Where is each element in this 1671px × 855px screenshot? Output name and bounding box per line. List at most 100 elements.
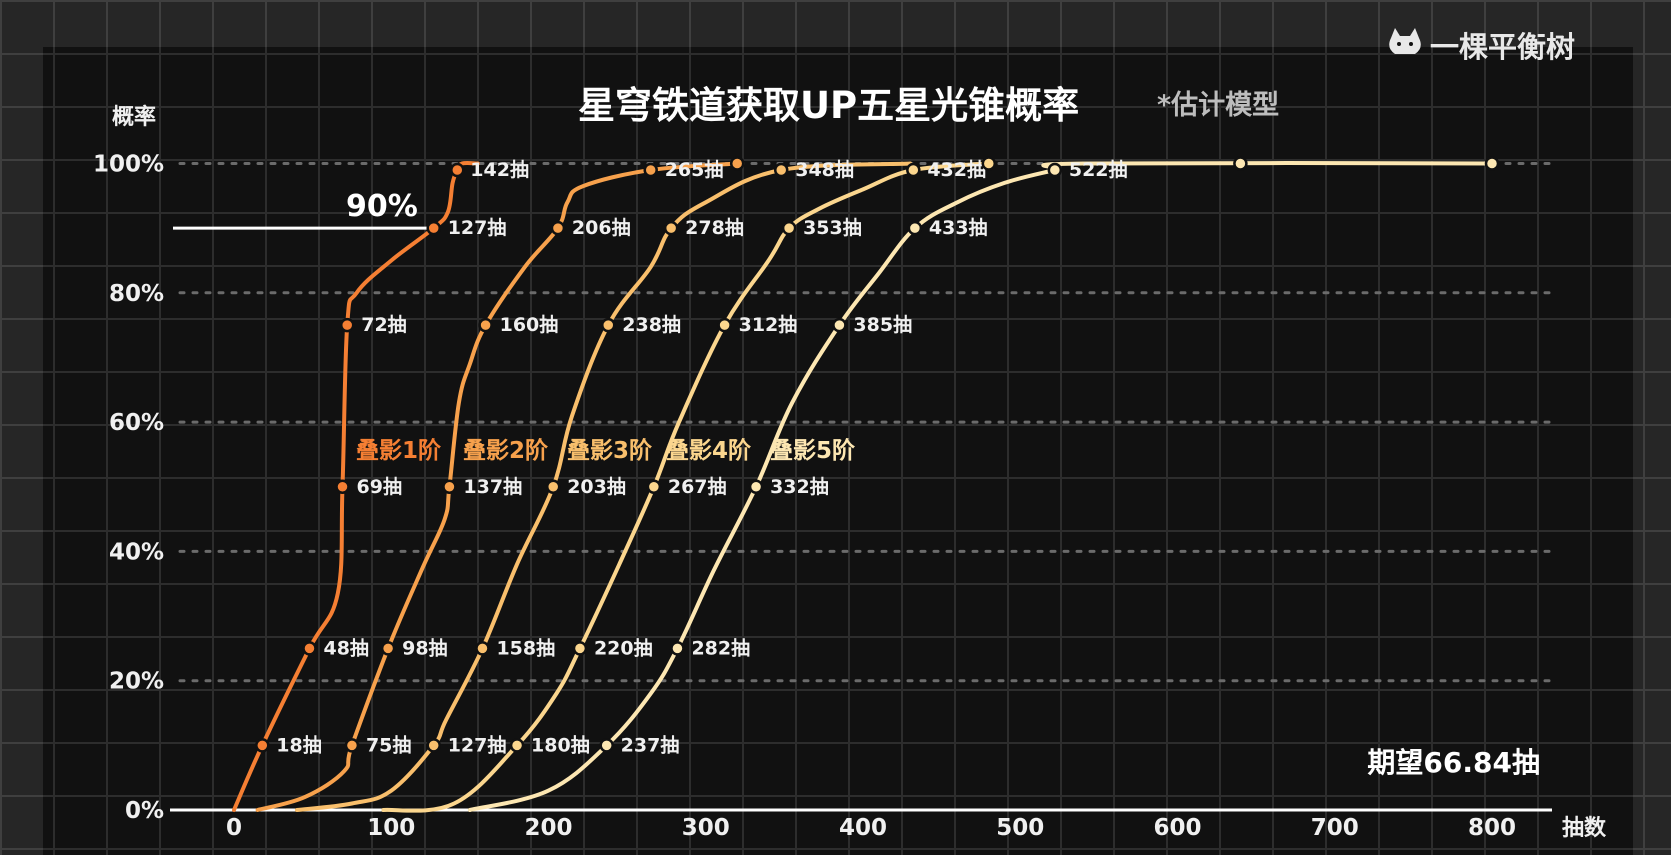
data-point-label: 348抽 bbox=[795, 158, 854, 181]
data-point-label: 433抽 bbox=[929, 216, 988, 239]
data-point bbox=[832, 317, 847, 333]
data-point-label: 265抽 bbox=[665, 158, 724, 181]
x-tick-label: 0 bbox=[226, 815, 242, 841]
series-label-1: 叠影1阶 bbox=[356, 437, 441, 464]
data-point bbox=[729, 156, 745, 171]
data-point bbox=[478, 317, 493, 333]
chart-subtitle: *估计模型 bbox=[1157, 90, 1279, 121]
data-point bbox=[426, 220, 441, 236]
chart-panel bbox=[43, 47, 1633, 855]
data-point bbox=[380, 641, 396, 656]
data-point bbox=[781, 220, 797, 236]
data-point-label: 203抽 bbox=[567, 475, 626, 498]
data-point bbox=[339, 317, 355, 333]
x-axis-label: 抽数 bbox=[1562, 815, 1607, 841]
data-point-label: 206抽 bbox=[572, 216, 631, 239]
data-point-label: 312抽 bbox=[739, 313, 798, 336]
data-point-label: 75抽 bbox=[366, 733, 411, 756]
x-tick-label: 400 bbox=[839, 815, 887, 841]
series-label-2: 叠影2阶 bbox=[463, 437, 548, 464]
watermark: 一棵平衡树 bbox=[1389, 28, 1575, 64]
y-tick-labels: 0% 20% 40% 60% 80% 100% bbox=[93, 152, 164, 825]
series-label-4: 叠影4阶 bbox=[666, 437, 751, 464]
data-point bbox=[599, 738, 614, 753]
data-point-label: 127抽 bbox=[448, 216, 507, 239]
data-point-label: 48抽 bbox=[323, 636, 368, 659]
data-point-label: 278抽 bbox=[685, 216, 744, 239]
data-point bbox=[255, 738, 270, 753]
data-point bbox=[670, 641, 685, 656]
data-point bbox=[442, 479, 457, 494]
watermark-text: 一棵平衡树 bbox=[1430, 30, 1575, 64]
data-point bbox=[773, 162, 789, 178]
y-tick-label: 80% bbox=[109, 281, 164, 307]
x-tick-label: 100 bbox=[367, 815, 415, 841]
series-label-5: 叠影5阶 bbox=[770, 437, 855, 464]
data-point bbox=[302, 641, 317, 656]
reference-line-90: 90% bbox=[173, 189, 434, 230]
y-axis-label: 概率 bbox=[112, 104, 156, 130]
y-tick-label: 20% bbox=[109, 669, 164, 695]
data-point bbox=[509, 738, 525, 753]
y-tick-label: 0% bbox=[125, 798, 164, 824]
data-point bbox=[572, 641, 588, 656]
data-point bbox=[643, 162, 658, 178]
data-point-label: 142抽 bbox=[470, 158, 529, 181]
y-tick-label: 40% bbox=[109, 539, 164, 565]
data-point-label: 522抽 bbox=[1069, 158, 1128, 181]
data-point bbox=[450, 162, 465, 178]
data-point-label: 98抽 bbox=[402, 636, 447, 659]
data-point bbox=[1047, 162, 1063, 178]
data-point bbox=[906, 162, 921, 178]
data-point-label: 18抽 bbox=[276, 733, 321, 756]
y-tick-label: 60% bbox=[109, 410, 164, 436]
data-point bbox=[550, 220, 566, 236]
series-line-4 bbox=[381, 161, 991, 813]
x-tick-label: 700 bbox=[1311, 815, 1359, 841]
data-point bbox=[335, 479, 350, 494]
series-curves bbox=[232, 160, 1494, 813]
data-point bbox=[601, 317, 616, 333]
data-point bbox=[1233, 156, 1248, 171]
series-points: 18抽 48抽 69抽 72抽 127抽 142抽 75抽 98抽 137抽 160抽 206抽 26… bbox=[255, 156, 1500, 756]
x-tick-label: 200 bbox=[524, 815, 572, 841]
data-point-label: 160抽 bbox=[500, 313, 559, 336]
data-point-label: 220抽 bbox=[594, 636, 653, 659]
y-tick-label: 100% bbox=[93, 152, 164, 178]
x-tick-label: 500 bbox=[996, 815, 1044, 841]
data-point-label: 282抽 bbox=[691, 636, 750, 659]
data-point-label: 72抽 bbox=[361, 313, 406, 336]
x-tick-label: 300 bbox=[682, 815, 730, 841]
chart-title: 星穹铁道获取UP五星光锥概率 bbox=[578, 84, 1079, 127]
series-label-3: 叠影3阶 bbox=[567, 437, 652, 464]
data-point-label: 180抽 bbox=[531, 733, 590, 756]
data-point bbox=[717, 317, 732, 333]
data-point-label: 267抽 bbox=[668, 475, 727, 498]
data-point-label: 353抽 bbox=[803, 216, 862, 239]
reference-line-label: 90% bbox=[346, 189, 418, 224]
data-point-label: 237抽 bbox=[621, 733, 680, 756]
data-point bbox=[646, 479, 662, 494]
data-point bbox=[981, 156, 997, 171]
data-point-label: 69抽 bbox=[357, 475, 402, 498]
data-point bbox=[344, 738, 360, 753]
series-labels: 叠影1阶 叠影2阶 叠影3阶 叠影4阶 叠影5阶 bbox=[356, 437, 855, 464]
data-point bbox=[907, 220, 923, 236]
data-point-label: 137抽 bbox=[463, 475, 522, 498]
data-point bbox=[426, 738, 441, 753]
data-point-label: 385抽 bbox=[853, 313, 912, 336]
data-point bbox=[475, 641, 490, 656]
x-tick-label: 800 bbox=[1468, 815, 1516, 841]
data-point-label: 332抽 bbox=[770, 475, 829, 498]
panel-grid-background bbox=[43, 47, 1633, 855]
data-point bbox=[748, 479, 764, 494]
data-point-label: 432抽 bbox=[927, 158, 986, 181]
data-point-label: 238抽 bbox=[622, 313, 681, 336]
data-point bbox=[545, 479, 561, 494]
data-point-label: 158抽 bbox=[496, 636, 555, 659]
x-tick-labels: 0 100 200 300 400 500 600 700 800 bbox=[226, 815, 1516, 841]
series-line-3 bbox=[294, 161, 913, 812]
expectation-annotation: 期望66.84抽 bbox=[1367, 746, 1540, 779]
data-point bbox=[663, 220, 679, 236]
